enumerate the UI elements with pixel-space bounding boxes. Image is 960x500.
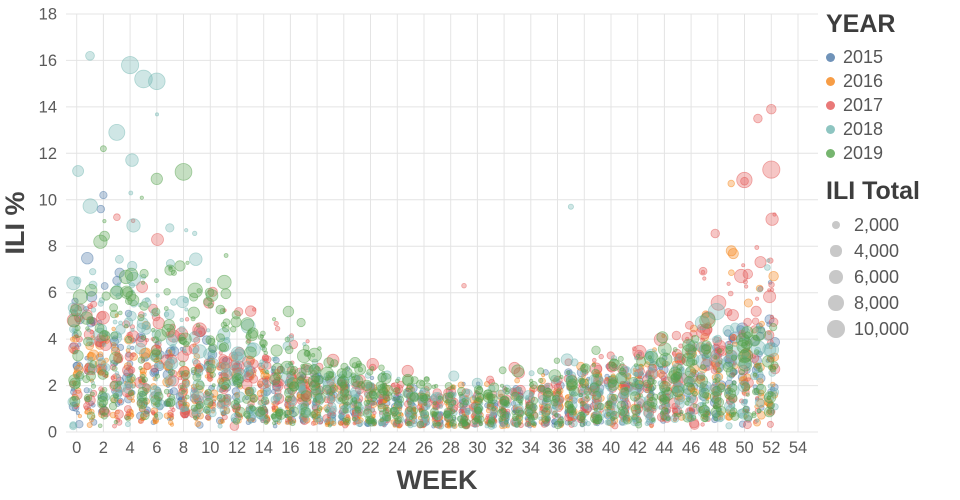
svg-text:36: 36	[548, 439, 566, 457]
size-swatch-wrap	[826, 240, 846, 262]
svg-text:2: 2	[99, 439, 108, 457]
svg-text:46: 46	[682, 439, 700, 457]
svg-text:18: 18	[39, 6, 57, 24]
size-swatch-wrap	[826, 318, 846, 340]
year-2019-color-swatch	[826, 148, 835, 158]
svg-text:10: 10	[39, 191, 57, 209]
size-swatch-8000	[828, 295, 844, 311]
svg-text:44: 44	[655, 439, 673, 457]
svg-text:14: 14	[255, 439, 273, 457]
svg-text:34: 34	[522, 439, 540, 457]
size-swatch-wrap	[826, 214, 846, 236]
svg-text:40: 40	[602, 439, 620, 457]
svg-text:8: 8	[48, 238, 57, 256]
legend-size-label: 2,000	[854, 215, 900, 235]
svg-text:0: 0	[72, 439, 81, 457]
legend-size-label: 6,000	[854, 267, 900, 287]
svg-text:0: 0	[48, 424, 57, 442]
svg-text:ILI %: ILI %	[0, 191, 30, 254]
legend-size-label: 10,000	[854, 319, 910, 339]
legend-size-item-8000: 8,000	[826, 290, 960, 316]
legend-year-item-2018: 2018	[826, 117, 960, 141]
svg-text:14: 14	[39, 98, 57, 116]
size-swatch-wrap	[826, 292, 846, 314]
legend-size-label: 4,000	[854, 241, 900, 261]
svg-text:12: 12	[39, 145, 57, 163]
legend-size-label: 8,000	[854, 293, 900, 313]
legend-year-item-2016: 2016	[826, 69, 960, 93]
legend-size-item-10000: 10,000	[826, 316, 960, 342]
legend-year-item-2019: 2019	[826, 141, 960, 165]
size-swatch-10000	[827, 320, 845, 338]
svg-text:18: 18	[308, 439, 326, 457]
svg-text:WEEK: WEEK	[397, 465, 479, 495]
svg-text:52: 52	[762, 439, 780, 457]
legend-year-item-2017: 2017	[826, 93, 960, 117]
legend-year-title: YEAR	[826, 10, 896, 38]
svg-text:10: 10	[201, 439, 219, 457]
legend-year-label: 2019	[843, 143, 884, 163]
legend-year-label: 2015	[843, 47, 884, 67]
year-2015-color-swatch	[826, 52, 835, 62]
legend-size-item-4000: 4,000	[826, 238, 960, 264]
size-swatch-wrap	[826, 266, 846, 288]
legend-year-label: 2016	[843, 71, 884, 91]
legend-size-item-2000: 2,000	[826, 212, 960, 238]
svg-text:6: 6	[48, 284, 57, 302]
svg-text:24: 24	[388, 439, 406, 457]
svg-text:22: 22	[361, 439, 379, 457]
svg-text:38: 38	[575, 439, 593, 457]
legend-size-title: ILI Total	[826, 177, 920, 205]
svg-text:12: 12	[228, 439, 246, 457]
legend-year-label: 2017	[843, 95, 884, 115]
svg-text:6: 6	[152, 439, 161, 457]
svg-text:16: 16	[281, 439, 299, 457]
legend-year-item-2015: 2015	[826, 45, 960, 69]
size-swatch-2000	[832, 221, 840, 229]
year-2017-color-swatch	[826, 100, 835, 110]
svg-text:2: 2	[48, 377, 57, 395]
svg-text:54: 54	[789, 439, 807, 457]
svg-text:20: 20	[335, 439, 353, 457]
svg-text:30: 30	[468, 439, 486, 457]
year-2018-color-swatch	[826, 124, 835, 134]
svg-text:26: 26	[415, 439, 433, 457]
svg-text:4: 4	[48, 331, 57, 349]
svg-text:16: 16	[39, 52, 57, 70]
legend-year-label: 2018	[843, 119, 884, 139]
svg-text:28: 28	[442, 439, 460, 457]
size-swatch-6000	[829, 270, 843, 284]
chart-legend: YEAR 2015 2016 2017 2018 2019 ILI Total …	[826, 6, 960, 342]
size-swatch-4000	[830, 245, 842, 257]
legend-size-item-6000: 6,000	[826, 264, 960, 290]
svg-text:42: 42	[629, 439, 647, 457]
year-2016-color-swatch	[826, 76, 835, 86]
svg-text:32: 32	[495, 439, 513, 457]
svg-text:8: 8	[179, 439, 188, 457]
svg-text:50: 50	[735, 439, 753, 457]
svg-text:48: 48	[709, 439, 727, 457]
svg-text:4: 4	[126, 439, 135, 457]
